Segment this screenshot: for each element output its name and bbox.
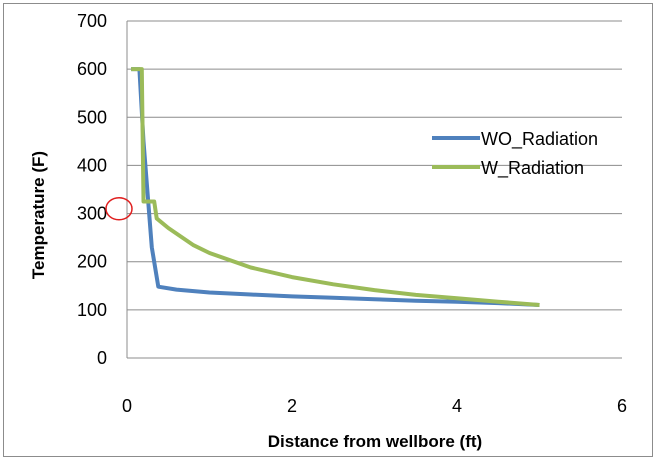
- legend-label-WO_Radiation: WO_Radiation: [481, 129, 598, 150]
- y-tick-label: 0: [97, 348, 107, 368]
- series-line-WO_Radiation: [131, 67, 540, 307]
- x-tick-label: 0: [122, 396, 132, 416]
- y-tick-label: 600: [77, 59, 107, 79]
- x-tick-label: 2: [287, 396, 297, 416]
- x-tick-label: 6: [617, 396, 627, 416]
- y-tick-labels: 0 100 200 300 400 500 600 700: [77, 11, 107, 368]
- series-lines: [131, 67, 540, 307]
- series-line-W_Radiation: [131, 67, 540, 307]
- y-tick-label: 300: [77, 204, 107, 224]
- y-tick-label: 500: [77, 107, 107, 127]
- x-tick-labels: 0 2 4 6: [122, 396, 627, 416]
- y-tick-label: 100: [77, 300, 107, 320]
- x-tick-label: 4: [452, 396, 462, 416]
- y-tick-label: 400: [77, 155, 107, 175]
- legend-label-W_Radiation: W_Radiation: [481, 158, 584, 179]
- y-tick-label: 700: [77, 11, 107, 31]
- annotation-circle: [105, 197, 133, 221]
- grid: [126, 20, 622, 359]
- annotation: [105, 197, 133, 221]
- y-tick-label: 200: [77, 252, 107, 272]
- x-axis-label: Distance from wellbore (ft): [268, 432, 482, 451]
- y-axis-label: Temperature (F): [29, 151, 48, 279]
- legend: WO_Radiation W_Radiation: [432, 129, 598, 179]
- chart-frame: [3, 3, 653, 457]
